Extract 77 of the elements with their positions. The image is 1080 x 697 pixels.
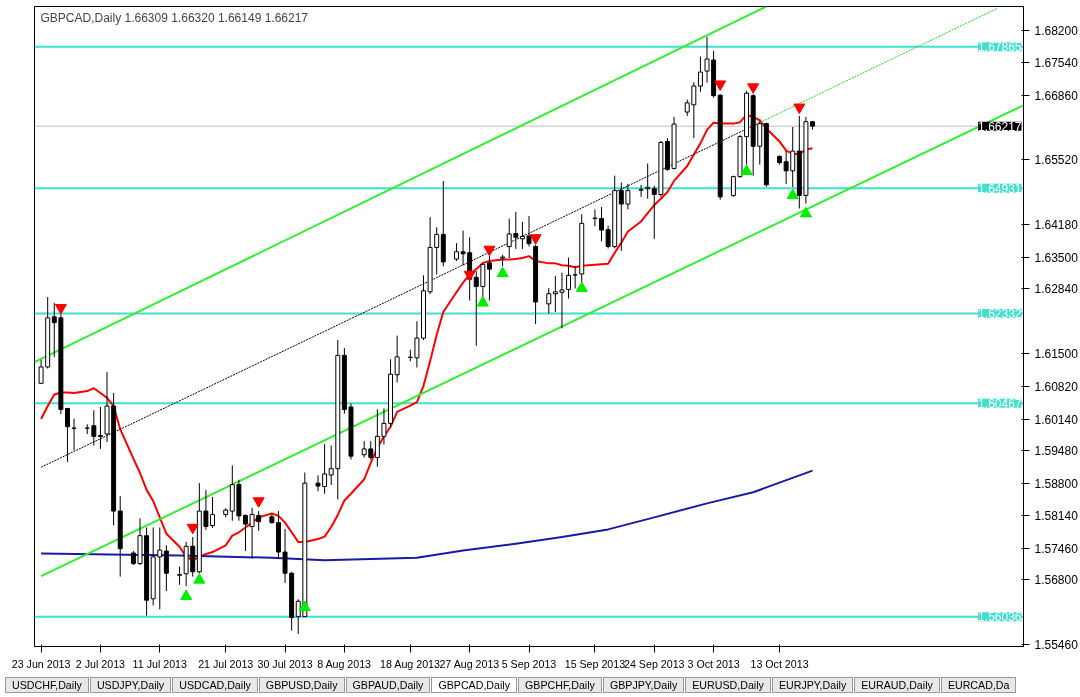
point [180,589,193,601]
y-tick-label: 1.56800 [1034,573,1079,588]
candlestick [38,359,44,384]
text: GBPUSD,Daily [258,677,345,693]
y-tick-label: 1.58140 [1034,508,1079,523]
y-tick-label: 1.60140 [1034,412,1079,427]
point [496,266,509,278]
x-tick-label: 15 Sep 2013 [564,657,626,670]
text: USDCHF,Daily [5,677,89,693]
ref-line-label: 1.67865 [978,40,1022,55]
candlestick [91,409,97,447]
candlestick [97,406,103,450]
candlestick [163,544,169,592]
y-tick-label: 1.67540 [1034,55,1079,70]
text: GBPAUD,Daily [345,677,431,693]
x-tick-label: 5 Sep 2013 [501,657,557,670]
y-tick-label: 1.60820 [1034,379,1079,394]
point [793,103,806,115]
candlestick [566,257,572,300]
y-tick-label: 1.64180 [1034,217,1079,232]
y-tick-label: 1.59480 [1034,444,1079,459]
x-tick-label: 13 Oct 2013 [750,657,809,670]
point [463,270,476,282]
y-tick-label: 1.57460 [1034,541,1079,556]
x-tick-label: 30 Jul 2013 [257,657,313,670]
point [483,245,496,257]
candlestick [546,287,552,314]
ref-line-label: 1.56036 [978,610,1022,625]
candlestick [177,566,183,586]
x-tick-label: 8 Aug 2013 [317,657,372,670]
text: USDCAD,Daily [172,677,258,693]
ref-line-label: 1.60467 [978,396,1022,411]
chart-title: GBPCAD,Daily 1.66309 1.66320 1.66149 1.66217 [40,10,309,25]
x-tick-label: 21 Jul 2013 [198,657,254,670]
point [575,281,588,293]
text: GBPCHF,Daily [518,677,602,693]
text: USDJPY,Daily [89,677,172,693]
text: GBPCAD,Daily [431,677,518,693]
candlestick [486,255,492,301]
text: EURCAD,Da [940,677,1017,693]
ref-line-label: 1.64931 [978,181,1022,196]
x-tick-label: 18 Aug 2013 [380,657,441,670]
x-tick-label: 2 Jul 2013 [75,657,126,670]
point [54,304,67,315]
x-tick-label: 24 Sep 2013 [624,657,685,670]
line-series [40,113,814,562]
y-tick-label: 1.58800 [1034,477,1079,492]
y-tick-label: 1.68200 [1034,24,1079,39]
x-tick-label: 27 Aug 2013 [439,657,500,670]
point [529,234,542,245]
y-tick-label: 1.65520 [1034,153,1079,168]
point [476,296,489,307]
line-series [40,469,814,562]
point [714,80,727,91]
x-tick-label: 23 Jun 2013 [11,657,71,670]
y-tick-label: 1.63500 [1034,250,1079,265]
y-tick-label: 1.55460 [1034,638,1079,653]
text: EURJPY,Daily [771,677,854,693]
ref-line-label: 1.62332 [978,306,1022,321]
text: GBPJPY,Daily [602,677,685,693]
x-tick-label: 11 Jul 2013 [132,657,187,670]
point [298,600,311,612]
y-tick-label: 1.61500 [1034,346,1079,361]
text: EURUSD,Daily [685,677,771,693]
candlestick [394,335,400,383]
x-tick-label: 3 Oct 2013 [687,657,740,670]
y-tick-label: 1.62840 [1034,282,1079,297]
candlestick [157,526,163,610]
point [193,573,206,584]
candlestick [638,184,644,198]
candlestick [645,163,651,200]
point [747,83,760,94]
y-tick-label: 1.66860 [1034,88,1079,103]
candlestick [697,56,703,93]
text: EURAUD,Daily [854,677,940,693]
ref-line-label: 1.66217 [978,119,1022,134]
candlestick [572,265,578,289]
